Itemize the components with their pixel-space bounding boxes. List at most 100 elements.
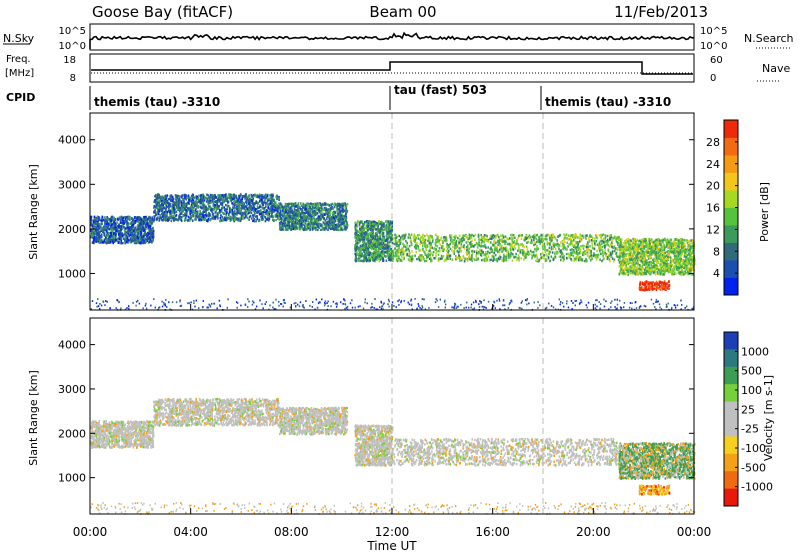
data-cell bbox=[318, 217, 320, 221]
data-cell bbox=[239, 212, 241, 215]
data-cell bbox=[614, 247, 617, 250]
data-cell bbox=[100, 236, 103, 239]
data-cell bbox=[222, 199, 225, 203]
data-cell bbox=[262, 201, 264, 205]
data-cell bbox=[92, 239, 95, 242]
data-cell bbox=[371, 253, 373, 256]
data-cell bbox=[284, 217, 286, 221]
data-cell bbox=[358, 238, 361, 241]
data-cell bbox=[250, 208, 253, 211]
data-cell bbox=[535, 249, 538, 252]
data-cell bbox=[144, 223, 147, 226]
data-cell bbox=[179, 217, 182, 220]
data-cell bbox=[121, 235, 124, 238]
data-cell bbox=[100, 241, 102, 244]
data-cell bbox=[291, 207, 293, 210]
data-cell bbox=[339, 207, 341, 210]
data-cell bbox=[362, 260, 364, 263]
data-cell bbox=[242, 203, 245, 206]
data-cell bbox=[276, 197, 278, 201]
data-cell bbox=[367, 220, 370, 223]
data-cell bbox=[391, 228, 394, 232]
data-cell bbox=[127, 232, 130, 236]
data-region-0 bbox=[90, 215, 155, 245]
data-cell bbox=[102, 228, 104, 231]
data-cell bbox=[114, 231, 116, 235]
data-cell bbox=[148, 240, 151, 244]
data-cell bbox=[387, 237, 389, 241]
data-cell bbox=[449, 247, 452, 250]
data-cell bbox=[183, 219, 186, 222]
data-cell bbox=[340, 217, 342, 220]
data-cell bbox=[357, 220, 359, 223]
data-cell bbox=[223, 212, 226, 215]
data-cell bbox=[478, 238, 480, 241]
data-cell bbox=[325, 209, 327, 212]
data-cell bbox=[354, 224, 357, 227]
data-cell bbox=[339, 214, 342, 217]
data-cell bbox=[381, 257, 383, 260]
data-cell bbox=[106, 229, 108, 233]
data-cell bbox=[371, 229, 373, 232]
data-cell bbox=[252, 214, 254, 217]
data-cell bbox=[285, 205, 288, 208]
data-cell bbox=[603, 257, 605, 260]
data-cell bbox=[231, 196, 233, 199]
data-cell bbox=[219, 217, 222, 220]
data-cell bbox=[231, 194, 233, 197]
data-cell bbox=[375, 253, 378, 256]
data-cell bbox=[357, 236, 360, 239]
data-cell bbox=[218, 195, 220, 198]
data-cell bbox=[316, 206, 318, 209]
data-cell bbox=[207, 202, 209, 206]
data-cell bbox=[177, 203, 179, 206]
data-cell bbox=[204, 214, 206, 217]
data-cell bbox=[119, 217, 121, 220]
data-cell bbox=[125, 239, 128, 242]
data-cell bbox=[312, 213, 314, 216]
data-cell bbox=[483, 241, 485, 244]
data-cell bbox=[261, 216, 264, 220]
data-cell bbox=[115, 238, 117, 241]
data-cell bbox=[120, 240, 123, 243]
data-cell bbox=[205, 200, 208, 203]
data-cell bbox=[217, 200, 219, 203]
data-cell bbox=[129, 218, 131, 221]
data-cell bbox=[246, 204, 248, 207]
data-cell bbox=[187, 201, 190, 204]
data-cell bbox=[183, 202, 185, 205]
data-cell bbox=[305, 228, 308, 231]
data-cell bbox=[155, 213, 158, 216]
data-cell bbox=[130, 221, 133, 224]
data-cell bbox=[387, 242, 389, 245]
data-cell bbox=[198, 198, 200, 201]
data-cell bbox=[100, 225, 102, 228]
data-cell bbox=[283, 228, 285, 231]
data-cell bbox=[360, 235, 363, 238]
data-cell bbox=[221, 198, 223, 202]
data-cell bbox=[296, 205, 299, 209]
data-cell bbox=[369, 220, 371, 223]
data-cell bbox=[113, 228, 115, 231]
data-cell bbox=[143, 228, 146, 232]
data-cell bbox=[356, 232, 359, 235]
data-cell bbox=[291, 217, 294, 220]
data-cell bbox=[582, 247, 585, 250]
data-cell bbox=[591, 244, 593, 247]
data-cell bbox=[111, 240, 114, 243]
data-cell bbox=[104, 222, 106, 225]
data-cell bbox=[323, 222, 326, 225]
data-cell bbox=[250, 199, 252, 202]
data-cell bbox=[363, 235, 365, 239]
data-cell bbox=[258, 206, 260, 210]
data-cell bbox=[514, 255, 517, 259]
data-cell bbox=[341, 214, 344, 217]
data-cell bbox=[600, 242, 603, 245]
data-cell bbox=[178, 203, 180, 207]
data-cell bbox=[385, 224, 388, 228]
data-cell bbox=[139, 230, 142, 233]
data-cell bbox=[274, 204, 276, 207]
data-cell bbox=[286, 222, 289, 225]
data-cell bbox=[121, 232, 123, 235]
data-cell bbox=[131, 217, 133, 220]
